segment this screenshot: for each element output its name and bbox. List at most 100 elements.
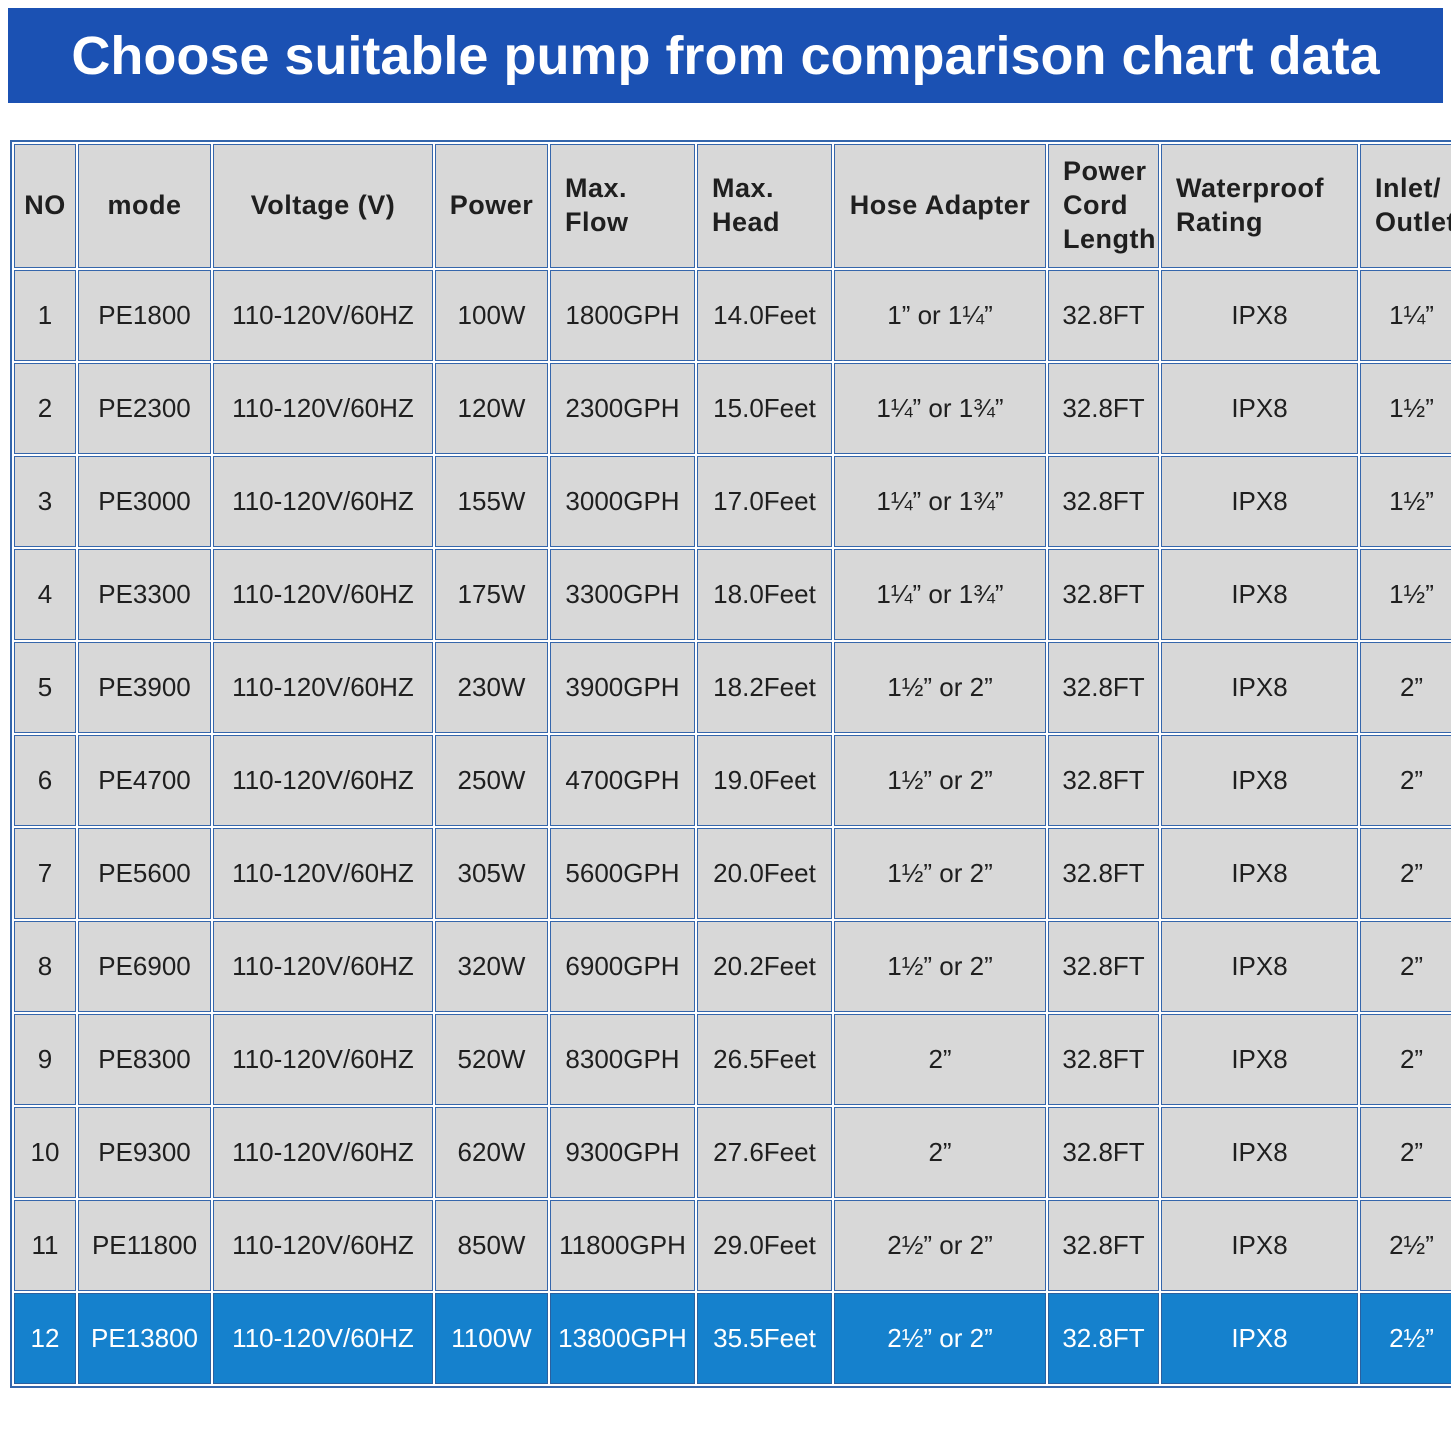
table-cell: 32.8FT [1048,642,1159,733]
table-cell: 3900GPH [550,642,695,733]
table-cell: 305W [435,828,548,919]
table-row: 11 PE11800 110-120V/60HZ 850W 11800GPH 2… [14,1200,1451,1291]
table-cell: PE6900 [78,921,211,1012]
table-cell: 520W [435,1014,548,1105]
table-cell: 155W [435,456,548,547]
table-cell: 2” [834,1014,1046,1105]
table-cell: 18.2Feet [697,642,832,733]
table-cell: 1¼” or 1¾” [834,363,1046,454]
title-banner: Choose suitable pump from comparison cha… [8,8,1443,103]
table-cell: 15.0Feet [697,363,832,454]
table-cell: 110-120V/60HZ [213,363,433,454]
table-cell: 12 [14,1293,76,1384]
table-cell: PE11800 [78,1200,211,1291]
table-cell: 32.8FT [1048,456,1159,547]
table-cell: 110-120V/60HZ [213,1200,433,1291]
table-cell: 29.0Feet [697,1200,832,1291]
table-cell: 2” [1360,828,1451,919]
table-cell: 2½” or 2” [834,1293,1046,1384]
table-cell: 4700GPH [550,735,695,826]
table-cell: 8300GPH [550,1014,695,1105]
page-title: Choose suitable pump from comparison cha… [71,25,1380,86]
table-cell: 9300GPH [550,1107,695,1198]
table-row: 3 PE3000 110-120V/60HZ 155W 3000GPH 17.0… [14,456,1451,547]
table-row: 4 PE3300 110-120V/60HZ 175W 3300GPH 18.0… [14,549,1451,640]
table-cell: 5 [14,642,76,733]
table-cell: 320W [435,921,548,1012]
table-cell: 110-120V/60HZ [213,270,433,361]
table-cell: IPX8 [1161,549,1358,640]
table-cell: 32.8FT [1048,1200,1159,1291]
table-cell: 110-120V/60HZ [213,735,433,826]
table-cell: 1¼” or 1¾” [834,456,1046,547]
table-cell: 110-120V/60HZ [213,1293,433,1384]
table-cell: 110-120V/60HZ [213,642,433,733]
table-cell: 32.8FT [1048,1014,1159,1105]
table-cell: 1½” [1360,549,1451,640]
table-row: 2 PE2300 110-120V/60HZ 120W 2300GPH 15.0… [14,363,1451,454]
table-cell: 35.5Feet [697,1293,832,1384]
table-cell: 250W [435,735,548,826]
table-cell: 110-120V/60HZ [213,921,433,1012]
table-cell: 2½” [1360,1293,1451,1384]
table-cell: 2” [1360,642,1451,733]
table-row: 6 PE4700 110-120V/60HZ 250W 4700GPH 19.0… [14,735,1451,826]
table-cell: 1” or 1¼” [834,270,1046,361]
table-cell: 2½” [1360,1200,1451,1291]
table-cell: 1½” [1360,363,1451,454]
header-waterproof-rating: Waterproof Rating [1161,144,1358,268]
header-power: Power [435,144,548,268]
table-cell: 7 [14,828,76,919]
table-cell: 1½” or 2” [834,735,1046,826]
table-cell: 32.8FT [1048,549,1159,640]
table-cell: 2” [1360,921,1451,1012]
table-cell: 2½” or 2” [834,1200,1046,1291]
table-cell: 3300GPH [550,549,695,640]
table-cell: 32.8FT [1048,1107,1159,1198]
table-cell: 3 [14,456,76,547]
table-cell: 2” [834,1107,1046,1198]
table-cell: PE3000 [78,456,211,547]
table-cell: 6 [14,735,76,826]
table-cell: 2300GPH [550,363,695,454]
header-row: NO mode Voltage (V) Power Max. Flow Max.… [14,144,1451,268]
table-row: 5 PE3900 110-120V/60HZ 230W 3900GPH 18.2… [14,642,1451,733]
table-cell: PE13800 [78,1293,211,1384]
table-cell: 2” [1360,1107,1451,1198]
table-row: 1 PE1800 110-120V/60HZ 100W 1800GPH 14.0… [14,270,1451,361]
header-hose-adapter: Hose Adapter [834,144,1046,268]
table-cell: 1½” or 2” [834,828,1046,919]
table-cell: 3000GPH [550,456,695,547]
table-cell: 1½” or 2” [834,642,1046,733]
table-cell: 2” [1360,735,1451,826]
table-cell: 20.2Feet [697,921,832,1012]
table-cell: 2 [14,363,76,454]
table-cell: PE5600 [78,828,211,919]
table-cell: 230W [435,642,548,733]
table-cell: 9 [14,1014,76,1105]
table-row: 9 PE8300 110-120V/60HZ 520W 8300GPH 26.5… [14,1014,1451,1105]
table-cell: 14.0Feet [697,270,832,361]
table-cell: 18.0Feet [697,549,832,640]
table-cell: 110-120V/60HZ [213,456,433,547]
table-cell: IPX8 [1161,456,1358,547]
table-cell: 1800GPH [550,270,695,361]
table-cell: 1¼” [1360,270,1451,361]
table-cell: 110-120V/60HZ [213,549,433,640]
table-cell: PE3900 [78,642,211,733]
table-row: 8 PE6900 110-120V/60HZ 320W 6900GPH 20.2… [14,921,1451,1012]
table-cell: IPX8 [1161,1200,1358,1291]
table-row: 10 PE9300 110-120V/60HZ 620W 9300GPH 27.… [14,1107,1451,1198]
table-cell: IPX8 [1161,1014,1358,1105]
table-cell: 120W [435,363,548,454]
table-cell: 1 [14,270,76,361]
table-cell: IPX8 [1161,270,1358,361]
table-cell: 32.8FT [1048,828,1159,919]
table-cell: 32.8FT [1048,363,1159,454]
table-cell: 20.0Feet [697,828,832,919]
table-cell: 11800GPH [550,1200,695,1291]
table-cell: 17.0Feet [697,456,832,547]
table-cell: 1¼” or 1¾” [834,549,1046,640]
table-cell: 8 [14,921,76,1012]
